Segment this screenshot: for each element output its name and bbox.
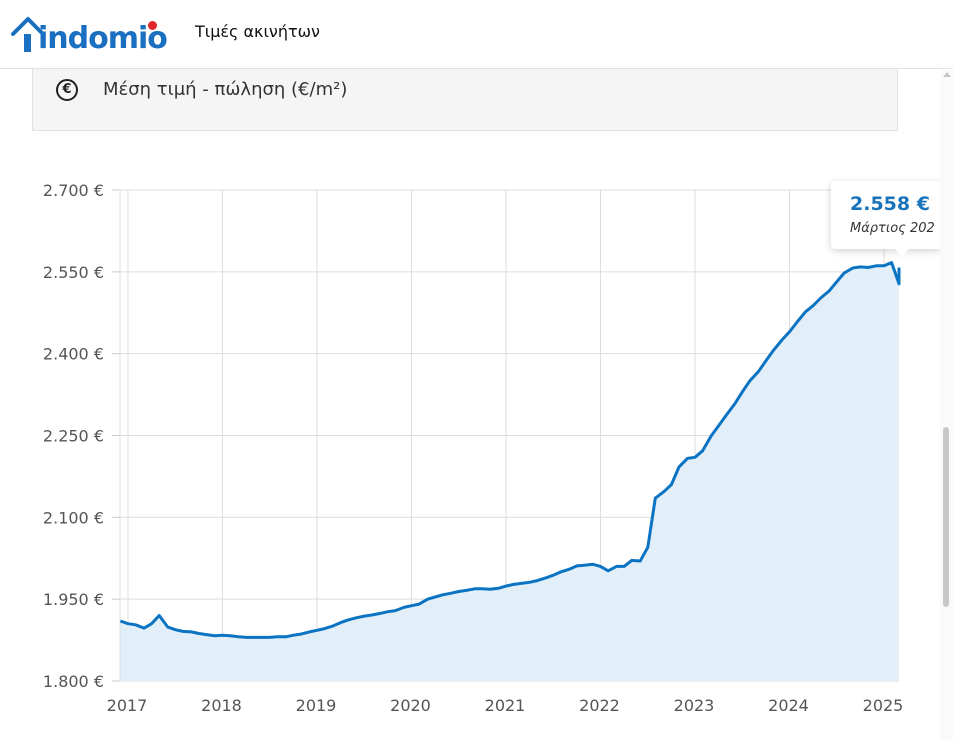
euro-icon: €	[56, 79, 78, 101]
y-tick-label: 2.100 €	[43, 508, 104, 527]
x-tick-label: 2021	[485, 696, 526, 715]
price-chart[interactable]: 2.700 € 2.550 € 2.400 € 2.250 € 2.100 € 1.950…	[0, 140, 940, 740]
x-tick-label: 2018	[201, 696, 242, 715]
indomio-logo[interactable]: indomio	[10, 12, 170, 58]
metric-label: Μέση τιμή - πώληση (€/m²)	[103, 79, 348, 100]
scrollbar-track[interactable]	[940, 70, 953, 740]
x-tick-label: 2023	[674, 696, 715, 715]
chart-tooltip: 2.558 € Μάρτιος 202	[831, 181, 941, 256]
y-tick-label: 2.700 €	[43, 181, 104, 200]
house-icon	[11, 17, 45, 52]
series-line	[119, 261, 901, 639]
x-tick-label: 2020	[390, 696, 431, 715]
y-tick-label: 1.950 €	[43, 590, 104, 609]
x-tick-label: 2024	[768, 696, 809, 715]
y-axis-labels: 2.700 € 2.550 € 2.400 € 2.250 € 2.100 € 1.950…	[43, 181, 104, 691]
top-bar: indomio Τιμές ακινήτων	[0, 0, 953, 69]
logo-dot	[148, 21, 157, 30]
x-tick-label: 2025	[863, 696, 904, 715]
tooltip-date: Μάρτιος 202	[850, 221, 935, 236]
x-axis-labels: 2017 2018 2019 2020 2021 2022 2023 2024 2025	[107, 696, 904, 715]
y-tick-label: 2.250 €	[43, 427, 104, 446]
y-tick-label: 2.550 €	[43, 263, 104, 282]
x-tick-label: 2022	[579, 696, 620, 715]
metric-selector[interactable]: € Μέση τιμή - πώληση (€/m²)	[32, 69, 898, 131]
logo-text: indomio	[38, 21, 168, 56]
x-tick-label: 2019	[296, 696, 337, 715]
tooltip-value: 2.558 €	[850, 193, 930, 215]
tooltip-pointer	[893, 247, 911, 256]
scroll-up-icon[interactable]	[943, 72, 951, 77]
page-nav-title[interactable]: Τιμές ακινήτων	[195, 22, 320, 41]
y-tick-label: 2.400 €	[43, 345, 104, 364]
y-tick-label: 1.800 €	[43, 672, 104, 691]
x-tick-label: 2017	[107, 696, 148, 715]
series-area	[120, 262, 899, 681]
scrollbar-thumb[interactable]	[943, 427, 949, 607]
